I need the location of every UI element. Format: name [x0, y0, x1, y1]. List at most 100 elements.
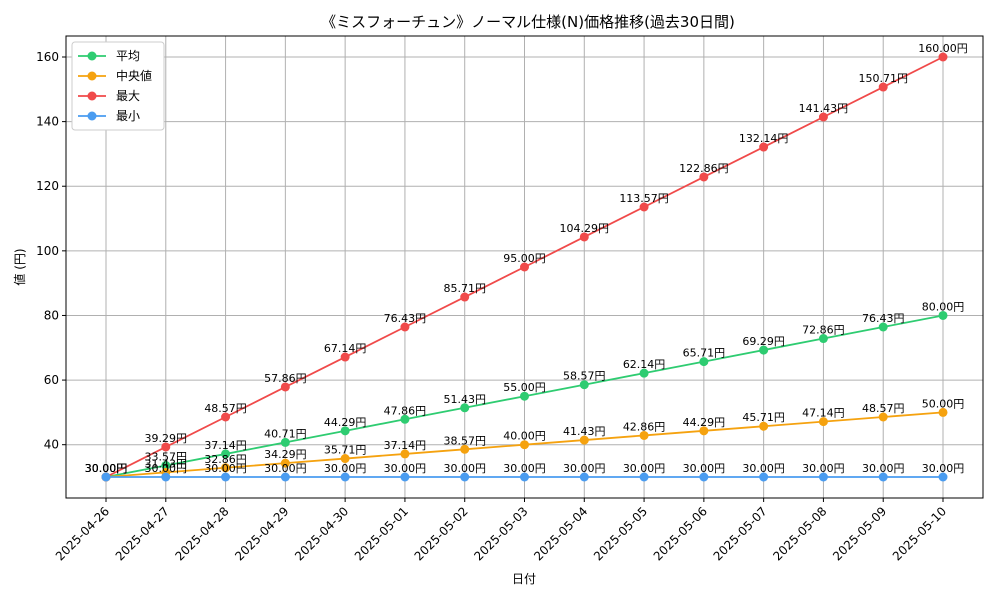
data-point	[938, 52, 948, 62]
legend-label: 最小	[116, 109, 140, 123]
data-label: 44.29円	[683, 416, 726, 429]
data-label: 55.00円	[503, 381, 546, 394]
data-point	[400, 472, 410, 482]
data-label: 30.00円	[145, 462, 188, 475]
data-label: 150.71円	[858, 72, 908, 85]
data-point	[340, 426, 350, 436]
data-point	[280, 472, 290, 482]
data-label: 30.00円	[503, 462, 546, 475]
data-label: 160.00円	[918, 42, 968, 55]
data-label: 30.00円	[862, 462, 905, 475]
data-label: 34.29円	[264, 448, 307, 461]
data-label: 141.43円	[799, 102, 849, 115]
data-point	[340, 472, 350, 482]
data-label: 62.14円	[623, 358, 666, 371]
data-label: 30.00円	[204, 462, 247, 475]
data-point	[878, 472, 888, 482]
data-point	[520, 440, 529, 450]
data-label: 31.43円	[145, 457, 188, 470]
data-label: 30.00円	[683, 462, 726, 475]
data-label: 58.57円	[563, 370, 606, 383]
data-point	[460, 472, 470, 482]
data-label: 30.00円	[85, 462, 128, 475]
x-axis-label: 日付	[512, 572, 536, 586]
x-tick-label: 2025-04-28	[172, 504, 231, 563]
x-tick-label: 2025-05-03	[471, 504, 530, 563]
x-tick-label: 2025-05-01	[352, 504, 411, 563]
data-label: 104.29円	[560, 222, 610, 235]
y-tick-label: 120	[36, 179, 59, 193]
data-point	[878, 322, 888, 332]
data-label: 48.57円	[204, 402, 247, 415]
data-label: 76.43円	[862, 312, 905, 325]
data-label: 51.43円	[443, 393, 486, 406]
data-label: 30.00円	[742, 462, 785, 475]
data-point	[699, 357, 709, 367]
data-point	[101, 472, 111, 482]
y-tick-label: 80	[44, 308, 59, 322]
data-point	[520, 472, 529, 482]
data-label: 80.00円	[922, 300, 965, 313]
data-label: 50.00円	[922, 397, 965, 410]
y-tick-label: 60	[44, 373, 59, 387]
data-point	[161, 472, 171, 482]
data-point	[460, 444, 470, 454]
data-point	[460, 292, 470, 302]
data-label: 41.43円	[563, 425, 606, 438]
data-label: 30.00円	[563, 462, 606, 475]
x-tick-label: 2025-04-27	[113, 504, 172, 563]
data-label: 35.71円	[324, 444, 367, 457]
data-point	[280, 437, 290, 447]
data-point	[818, 417, 828, 427]
legend-swatch-marker	[87, 71, 97, 81]
data-point	[759, 142, 769, 152]
data-point	[938, 407, 948, 417]
data-point	[938, 310, 948, 320]
y-axis-label: 値 (円)	[12, 248, 27, 285]
data-point	[340, 454, 350, 464]
y-ticks: 40 60 80 100 120 140 160	[36, 50, 66, 452]
x-tick-label: 2025-05-06	[651, 504, 710, 563]
data-point	[938, 472, 948, 482]
x-tick-label: 2025-05-04	[531, 504, 590, 563]
data-point	[579, 380, 589, 390]
data-label: 40.71円	[264, 427, 307, 440]
data-label: 30.00円	[264, 462, 307, 475]
data-label: 72.86円	[802, 324, 845, 337]
x-ticks: 2025-04-26 2025-04-27 2025-04-28 2025-04-29…	[53, 498, 949, 563]
data-point	[818, 112, 828, 122]
data-label: 32.86円	[204, 453, 247, 466]
series-layer	[101, 52, 948, 482]
x-tick-label: 2025-04-30	[292, 504, 351, 563]
x-tick-label: 2025-05-05	[591, 504, 650, 563]
data-point	[520, 262, 529, 272]
data-point	[579, 472, 589, 482]
data-point	[579, 232, 589, 242]
data-label: 44.29円	[324, 416, 367, 429]
data-label: 113.57円	[619, 192, 669, 205]
data-label: 132.14円	[739, 132, 789, 145]
legend-swatch-marker	[87, 51, 97, 61]
data-label: 30.00円	[623, 462, 666, 475]
data-label: 65.71円	[683, 347, 726, 360]
data-point	[699, 472, 709, 482]
data-point	[818, 472, 828, 482]
data-point	[699, 426, 709, 436]
data-label: 48.57円	[862, 402, 905, 415]
data-point	[520, 391, 529, 401]
data-label: 67.14円	[324, 342, 367, 355]
data-label: 42.86円	[623, 420, 666, 433]
y-tick-label: 40	[44, 438, 59, 452]
data-point	[759, 421, 769, 431]
data-point	[639, 430, 649, 440]
chart-title: 《ミスフォーチュン》ノーマル仕様(N)価格推移(過去30日間)	[321, 13, 735, 31]
data-label: 30.00円	[384, 462, 427, 475]
legend-swatch-marker	[87, 91, 97, 101]
data-point	[280, 458, 290, 468]
data-label: 95.00円	[503, 252, 546, 265]
grid-layer	[66, 36, 983, 498]
data-label: 30.00円	[85, 462, 128, 475]
data-label: 30.00円	[85, 462, 128, 475]
data-point	[818, 334, 828, 344]
